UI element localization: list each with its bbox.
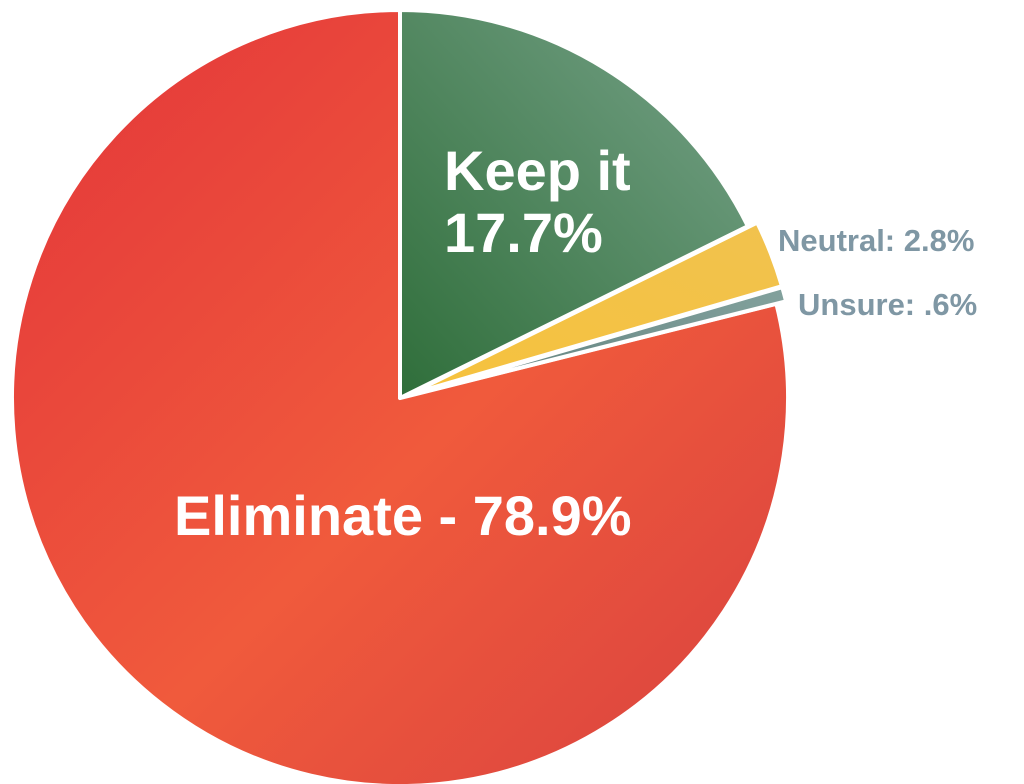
pie-slice-eliminate (10, 8, 790, 784)
neutral-label: Neutral: 2.8% (778, 223, 974, 258)
keep-it-label-line2: 17.7% (444, 201, 603, 264)
eliminate-label: Eliminate - 78.9% (174, 484, 632, 547)
pie-slice-keep-it (398, 8, 750, 400)
keep-it-label-line1: Keep it (444, 139, 631, 202)
pie-slice-unsure (407, 285, 789, 398)
unsure-label: Unsure: .6% (798, 287, 977, 322)
